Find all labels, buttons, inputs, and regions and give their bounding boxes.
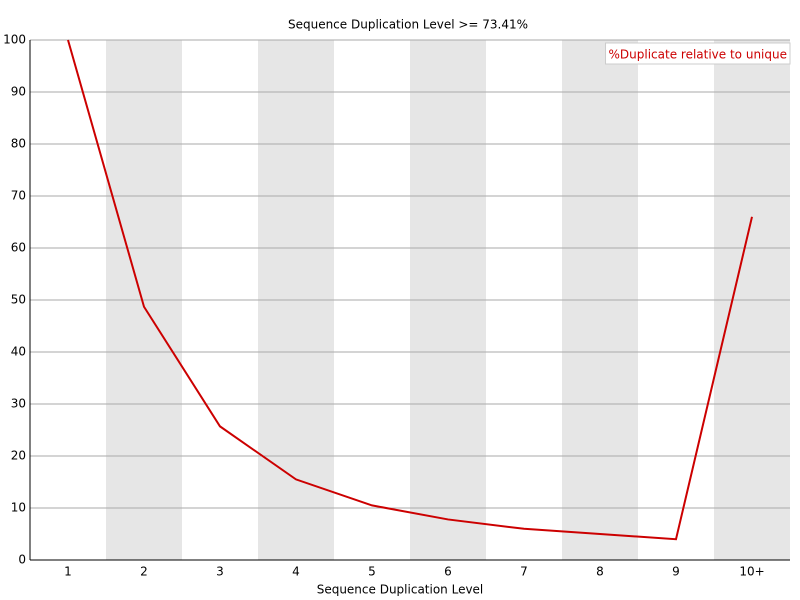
y-tick-label: 50: [11, 293, 26, 307]
y-tick-label: 80: [11, 137, 26, 151]
legend-entry: %Duplicate relative to unique: [609, 48, 787, 62]
y-tick-label: 0: [18, 553, 26, 567]
y-tick-label: 10: [11, 501, 26, 515]
x-tick-label: 10+: [739, 565, 764, 579]
x-tick-label: 8: [596, 565, 604, 579]
x-tick-label: 6: [444, 565, 452, 579]
x-tick-label: 1: [64, 565, 72, 579]
y-tick-label: 20: [11, 449, 26, 463]
y-tick-label: 100: [3, 33, 26, 47]
y-tick-label: 30: [11, 397, 26, 411]
legend-box: [605, 42, 791, 65]
y-tick-label: 40: [11, 345, 26, 359]
x-tick-label: 3: [216, 565, 224, 579]
x-axis-label: Sequence Duplication Level: [317, 583, 484, 597]
x-tick-label: 4: [292, 565, 300, 579]
x-tick-label: 2: [140, 565, 148, 579]
y-tick-label: 90: [11, 85, 26, 99]
y-tick-label: 60: [11, 241, 26, 255]
x-tick-label: 7: [520, 565, 528, 579]
x-tick-label: 9: [672, 565, 680, 579]
data-line: [67, 39, 753, 541]
x-tick-label: 5: [368, 565, 376, 579]
chart-title: Sequence Duplication Level >= 73.41%: [288, 18, 528, 32]
y-tick-label: 70: [11, 189, 26, 203]
